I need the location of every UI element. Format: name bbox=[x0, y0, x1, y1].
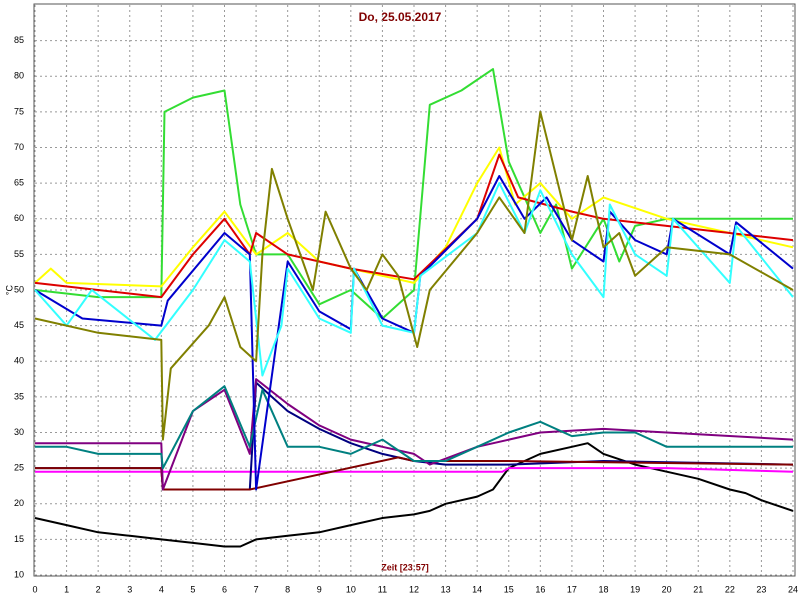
y-tick-label: 70 bbox=[14, 142, 24, 152]
x-tick-label: 17 bbox=[567, 584, 577, 594]
x-tick-label: 3 bbox=[127, 584, 132, 594]
y-tick-label: 25 bbox=[14, 463, 24, 473]
x-tick-label: 15 bbox=[504, 584, 514, 594]
x-axis-label: Zeit [23:57] bbox=[381, 562, 429, 572]
series-line bbox=[35, 467, 794, 473]
x-tick-label: 2 bbox=[96, 584, 101, 594]
x-tick-label: 4 bbox=[159, 584, 164, 594]
x-tick-label: 1 bbox=[64, 584, 69, 594]
x-tick-label: 22 bbox=[725, 584, 735, 594]
x-tick-label: 10 bbox=[346, 584, 356, 594]
y-tick-label: 85 bbox=[14, 35, 24, 45]
x-tick-label: 9 bbox=[317, 584, 322, 594]
y-tick-label: 55 bbox=[14, 249, 24, 259]
x-tick-label: 14 bbox=[472, 584, 482, 594]
y-tick-label: 60 bbox=[14, 213, 24, 223]
y-tick-label: 80 bbox=[14, 71, 24, 81]
x-tick-label: 13 bbox=[441, 584, 451, 594]
y-tick-label: 45 bbox=[14, 320, 24, 330]
y-tick-label: 10 bbox=[14, 569, 24, 579]
x-tick-label: 19 bbox=[630, 584, 640, 594]
x-tick-label: 23 bbox=[756, 584, 766, 594]
y-tick-label: 50 bbox=[14, 284, 24, 294]
x-tick-label: 20 bbox=[662, 584, 672, 594]
x-tick-label: 16 bbox=[535, 584, 545, 594]
x-tick-label: 21 bbox=[693, 584, 703, 594]
x-tick-label: 8 bbox=[285, 584, 290, 594]
x-tick-label: 18 bbox=[598, 584, 608, 594]
x-tick-label: 12 bbox=[409, 584, 419, 594]
x-tick-label: 7 bbox=[254, 584, 259, 594]
x-tick-label: 0 bbox=[32, 584, 37, 594]
series-line bbox=[34, 110, 794, 441]
y-tick-label: 35 bbox=[14, 391, 24, 401]
chart-title: Do, 25.05.2017 bbox=[359, 10, 442, 24]
series-line bbox=[35, 378, 794, 491]
y-tick-label: 20 bbox=[14, 498, 24, 508]
y-tick-label: 30 bbox=[14, 427, 24, 437]
series-line bbox=[34, 442, 794, 548]
x-tick-label: 5 bbox=[190, 584, 195, 594]
y-axis-label: °C bbox=[4, 284, 14, 295]
x-tick-label: 24 bbox=[788, 584, 798, 594]
series-line bbox=[34, 153, 794, 299]
x-tick-label: 11 bbox=[378, 584, 387, 594]
y-tick-label: 40 bbox=[14, 356, 24, 366]
y-tick-label: 65 bbox=[14, 178, 24, 188]
y-tick-label: 15 bbox=[14, 534, 24, 544]
series-line bbox=[35, 385, 793, 470]
x-tick-label: 6 bbox=[222, 584, 227, 594]
y-tick-label: 75 bbox=[14, 106, 24, 116]
